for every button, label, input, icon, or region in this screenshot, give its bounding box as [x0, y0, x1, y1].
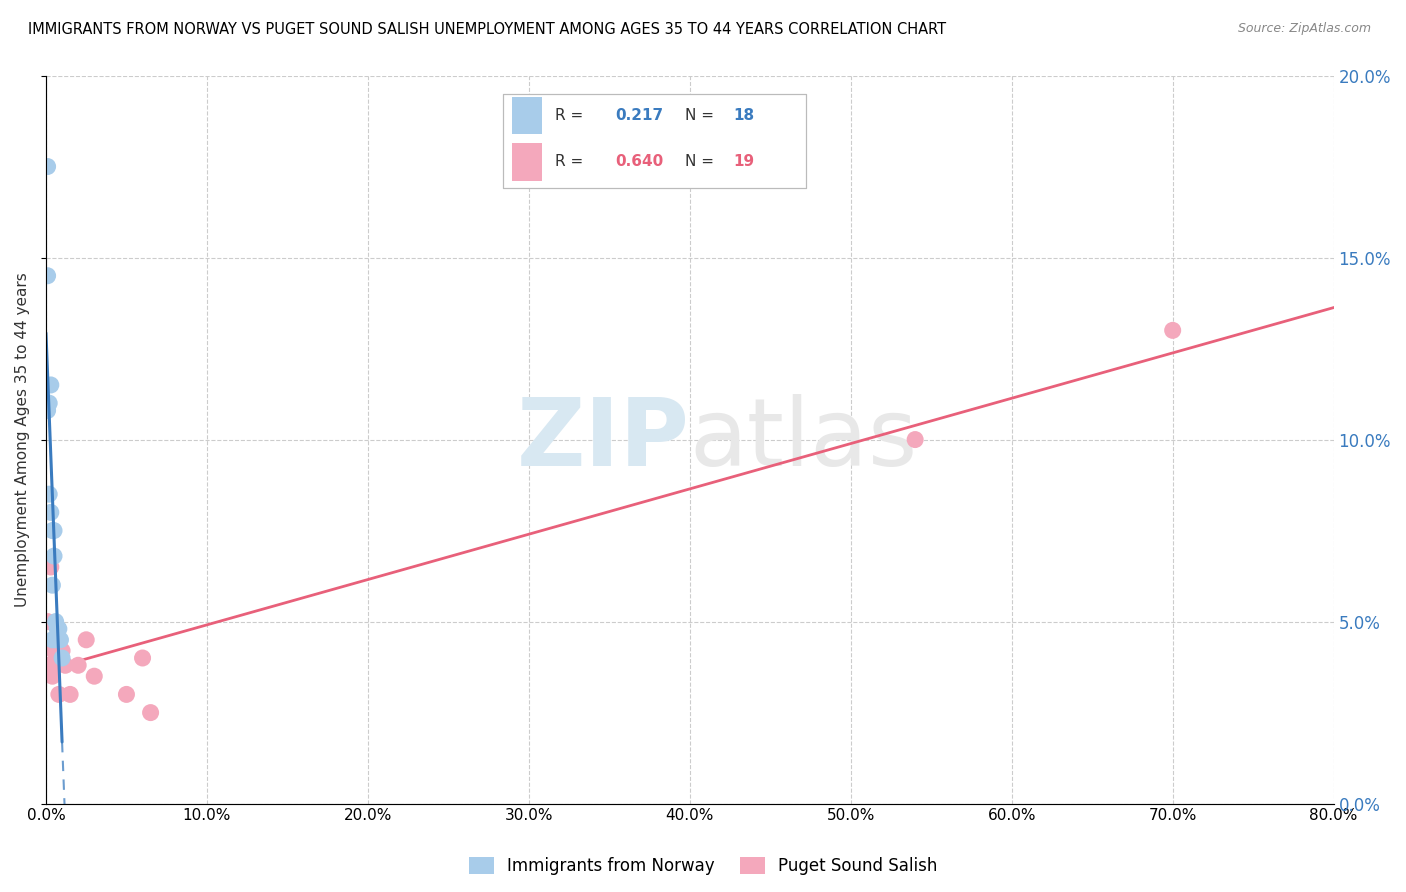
Point — [45, 615, 67, 629]
Point — [75, 632, 97, 647]
Point — [39, 560, 62, 574]
Point — [42, 524, 65, 538]
Point — [46, 622, 69, 636]
Point — [37, 268, 59, 283]
Point — [45, 632, 67, 647]
Point — [39, 505, 62, 519]
Point — [41, 524, 63, 538]
Point — [41, 669, 63, 683]
Point — [51, 651, 73, 665]
Point — [37, 160, 59, 174]
Text: ZIP: ZIP — [517, 393, 690, 485]
Point — [49, 632, 72, 647]
Point — [45, 658, 67, 673]
Point — [38, 487, 60, 501]
Point — [39, 378, 62, 392]
Legend: Immigrants from Norway, Puget Sound Salish: Immigrants from Norway, Puget Sound Sali… — [468, 856, 938, 875]
Point — [41, 632, 63, 647]
Point — [904, 433, 927, 447]
Point — [42, 549, 65, 563]
Point — [115, 687, 138, 701]
Point — [83, 669, 105, 683]
Point — [131, 651, 153, 665]
Point — [37, 615, 59, 629]
Point — [51, 644, 73, 658]
Point — [48, 687, 70, 701]
Point — [139, 706, 162, 720]
Point — [48, 622, 70, 636]
Point — [59, 687, 82, 701]
Point — [38, 658, 60, 673]
Point — [53, 658, 76, 673]
Text: Source: ZipAtlas.com: Source: ZipAtlas.com — [1237, 22, 1371, 36]
Point — [41, 578, 63, 592]
Point — [67, 658, 90, 673]
Text: atlas: atlas — [690, 393, 918, 485]
Y-axis label: Unemployment Among Ages 35 to 44 years: Unemployment Among Ages 35 to 44 years — [15, 272, 30, 607]
Point — [38, 396, 60, 410]
Point — [42, 644, 65, 658]
Point — [37, 403, 59, 417]
Point — [1161, 323, 1184, 337]
Text: IMMIGRANTS FROM NORWAY VS PUGET SOUND SALISH UNEMPLOYMENT AMONG AGES 35 TO 44 YE: IMMIGRANTS FROM NORWAY VS PUGET SOUND SA… — [28, 22, 946, 37]
Point — [46, 651, 69, 665]
